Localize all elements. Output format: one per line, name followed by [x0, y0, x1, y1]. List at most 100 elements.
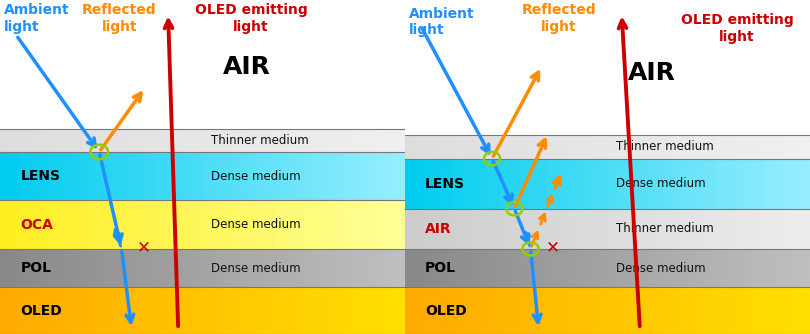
Bar: [715, 249, 723, 287]
Bar: [452, 209, 459, 249]
Bar: [216, 152, 223, 200]
Bar: [561, 287, 567, 334]
Bar: [189, 152, 196, 200]
Bar: [6, 129, 14, 152]
Bar: [277, 152, 284, 200]
Bar: [81, 129, 87, 152]
Bar: [472, 249, 480, 287]
Bar: [108, 200, 115, 249]
Bar: [108, 249, 115, 287]
Bar: [6, 200, 14, 249]
Bar: [75, 287, 81, 334]
Bar: [378, 249, 385, 287]
Bar: [0, 129, 6, 152]
Bar: [763, 135, 770, 159]
Bar: [688, 287, 695, 334]
Text: POL: POL: [425, 261, 456, 275]
Bar: [290, 249, 297, 287]
Bar: [500, 159, 506, 209]
Bar: [425, 209, 432, 249]
Bar: [709, 287, 715, 334]
Bar: [162, 287, 168, 334]
Bar: [6, 249, 14, 287]
Bar: [581, 209, 587, 249]
Bar: [67, 249, 75, 287]
Bar: [446, 135, 452, 159]
Bar: [573, 287, 581, 334]
Bar: [749, 135, 756, 159]
Bar: [506, 159, 513, 209]
Bar: [466, 135, 472, 159]
Bar: [399, 129, 405, 152]
Bar: [608, 249, 614, 287]
Bar: [115, 287, 122, 334]
Bar: [743, 135, 749, 159]
Bar: [486, 249, 492, 287]
Bar: [614, 287, 621, 334]
Text: Dense medium: Dense medium: [211, 262, 301, 275]
Bar: [790, 135, 796, 159]
Bar: [709, 209, 715, 249]
Bar: [189, 249, 196, 287]
Bar: [297, 129, 304, 152]
Bar: [47, 152, 54, 200]
Bar: [702, 287, 709, 334]
Bar: [520, 287, 526, 334]
Bar: [702, 249, 709, 287]
Bar: [472, 287, 480, 334]
Bar: [391, 129, 399, 152]
Bar: [128, 152, 135, 200]
Bar: [304, 129, 310, 152]
Bar: [439, 135, 446, 159]
Bar: [654, 249, 662, 287]
Text: OLED: OLED: [425, 304, 467, 318]
Bar: [729, 209, 735, 249]
Bar: [466, 209, 472, 249]
Bar: [40, 249, 47, 287]
Bar: [168, 287, 176, 334]
Bar: [47, 287, 54, 334]
Bar: [67, 129, 75, 152]
Bar: [209, 249, 216, 287]
Bar: [735, 249, 743, 287]
Bar: [0, 287, 6, 334]
Bar: [330, 152, 338, 200]
Bar: [628, 135, 634, 159]
Bar: [108, 287, 115, 334]
Bar: [223, 200, 229, 249]
Bar: [776, 249, 783, 287]
Bar: [257, 200, 263, 249]
Bar: [358, 249, 364, 287]
Bar: [480, 135, 486, 159]
Bar: [540, 249, 547, 287]
Bar: [148, 200, 156, 249]
Bar: [573, 209, 581, 249]
Bar: [162, 249, 168, 287]
Bar: [263, 249, 270, 287]
Bar: [223, 249, 229, 287]
Bar: [513, 135, 520, 159]
Bar: [702, 209, 709, 249]
Bar: [743, 159, 749, 209]
Bar: [0, 152, 6, 200]
Bar: [405, 209, 411, 249]
Bar: [0, 249, 6, 287]
Bar: [95, 129, 101, 152]
Bar: [358, 129, 364, 152]
Bar: [75, 249, 81, 287]
Bar: [263, 200, 270, 249]
Bar: [101, 129, 108, 152]
Bar: [452, 135, 459, 159]
Bar: [142, 152, 148, 200]
Bar: [330, 129, 338, 152]
Bar: [95, 152, 101, 200]
Bar: [547, 287, 553, 334]
Text: OLED emitting
light: OLED emitting light: [680, 13, 794, 43]
Bar: [54, 152, 61, 200]
Bar: [148, 152, 156, 200]
Bar: [399, 200, 405, 249]
Bar: [459, 249, 466, 287]
Bar: [304, 152, 310, 200]
Bar: [804, 287, 810, 334]
Bar: [330, 287, 338, 334]
